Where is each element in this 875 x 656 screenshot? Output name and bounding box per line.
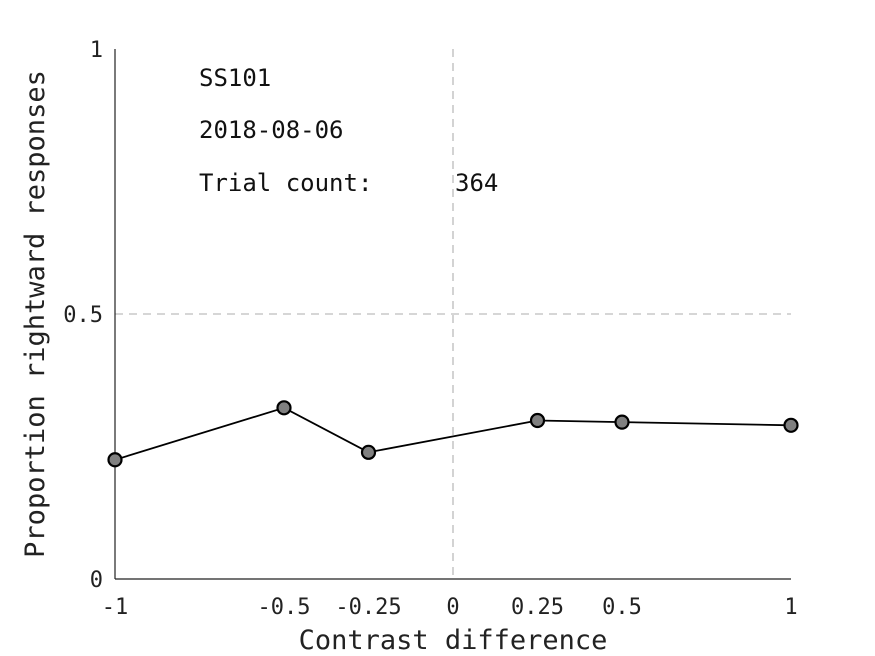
data-point [360, 444, 377, 460]
axes [114, 49, 791, 580]
x-axis-title: Contrast difference [299, 625, 608, 656]
x-tick-label: -0.5 [258, 595, 311, 620]
date-annotation: 2018-08-06 [199, 116, 344, 144]
subject-annotation: SS101 [199, 64, 271, 92]
trial-count-value: 364 [455, 169, 498, 197]
x-tick-label: 0.5 [602, 595, 642, 620]
trial-count-label: Trial count: [199, 169, 372, 197]
x-tick-label: 0 [446, 595, 459, 620]
reference-lines [115, 49, 791, 579]
y-tick-label: 0 [90, 568, 103, 593]
series-line [114, 406, 792, 461]
x-tick-label: -0.25 [335, 595, 401, 620]
y-tick-label: 0.5 [63, 303, 103, 328]
data-point [783, 417, 799, 433]
x-tick-label: 1 [784, 595, 797, 620]
data-point [276, 400, 292, 416]
data-point [107, 452, 123, 468]
y-tick-labels: 00.51 [63, 38, 103, 593]
data-point [529, 412, 546, 429]
y-axis-title: Proportion rightward responses [20, 70, 51, 558]
x-tick-labels: -1 -0.5 -0.25 0 0.25 0.5 1 [102, 595, 798, 620]
data-point [614, 414, 630, 430]
x-tick-label: -1 [102, 595, 129, 620]
y-tick-label: 1 [90, 38, 103, 63]
x-tick-label: 0.25 [511, 595, 564, 620]
data-series [107, 400, 799, 468]
